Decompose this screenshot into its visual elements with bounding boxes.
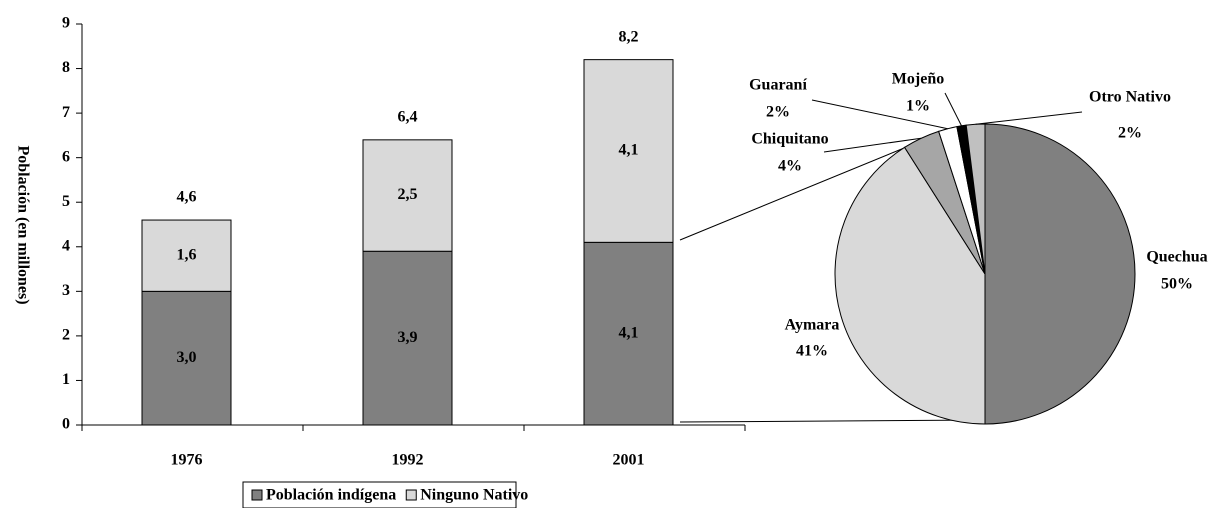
y-tick-label: 1 — [62, 371, 70, 388]
data-label: 4,1 — [619, 142, 639, 159]
legend-swatch — [251, 489, 263, 501]
y-axis-label: Población (en millones) — [14, 145, 31, 304]
y-tick-label: 4 — [62, 237, 70, 254]
pie-value-label: 2% — [766, 104, 790, 121]
pie-label: Guaraní — [749, 77, 807, 94]
bar-segment — [583, 59, 674, 243]
y-tick-label: 2 — [62, 327, 70, 344]
pie-slice — [834, 146, 986, 425]
pie-label: Otro Nativo — [1089, 89, 1171, 106]
connector-line — [679, 419, 986, 423]
pie-value-label: 50% — [1161, 276, 1193, 293]
pie-label: Mojeño — [892, 71, 944, 88]
legend-label: Ninguno Nativo — [420, 487, 528, 504]
data-label: 2,5 — [398, 186, 418, 203]
y-tick-label: 3 — [62, 282, 70, 299]
bar-segment — [362, 250, 453, 426]
y-tick-label: 0 — [62, 416, 70, 433]
leader-line — [944, 92, 962, 127]
total-label: 8,2 — [619, 28, 639, 45]
y-tick-label: 9 — [62, 15, 70, 32]
pie-value-label: 2% — [1118, 125, 1142, 142]
pie-label: Chiquitano — [751, 131, 828, 148]
pie-label: Aymara — [785, 317, 840, 334]
pie-value-label: 4% — [778, 158, 802, 175]
x-tick-label: 1976 — [171, 452, 203, 469]
y-tick-label: 7 — [62, 104, 70, 121]
pie-slice — [965, 123, 986, 275]
total-label: 4,6 — [177, 189, 197, 206]
x-tick-label: 1992 — [392, 452, 424, 469]
y-tick-label: 5 — [62, 193, 70, 210]
x-tick-label: 2001 — [613, 452, 645, 469]
bar-segment — [141, 290, 232, 426]
legend-box — [242, 481, 517, 508]
bar-segment — [362, 139, 453, 252]
legend-label: Población indígena — [266, 487, 396, 504]
pie-label: Quechua — [1146, 249, 1207, 266]
data-label: 3,0 — [177, 349, 197, 366]
data-label: 4,1 — [619, 324, 639, 341]
leader-line — [975, 111, 1083, 125]
data-label: 1,6 — [177, 246, 197, 263]
pie-value-label: 41% — [796, 343, 828, 360]
y-tick-label: 8 — [62, 59, 70, 76]
data-label: 3,9 — [398, 329, 418, 346]
y-tick-label: 6 — [62, 148, 70, 165]
total-label: 6,4 — [398, 109, 418, 126]
leader-line — [811, 99, 948, 130]
pie-value-label: 1% — [906, 98, 930, 115]
leader-line — [823, 137, 922, 153]
bar-segment — [583, 241, 674, 426]
bar-segment — [141, 219, 232, 292]
legend-swatch — [405, 489, 417, 501]
pie-slice — [984, 123, 1136, 425]
